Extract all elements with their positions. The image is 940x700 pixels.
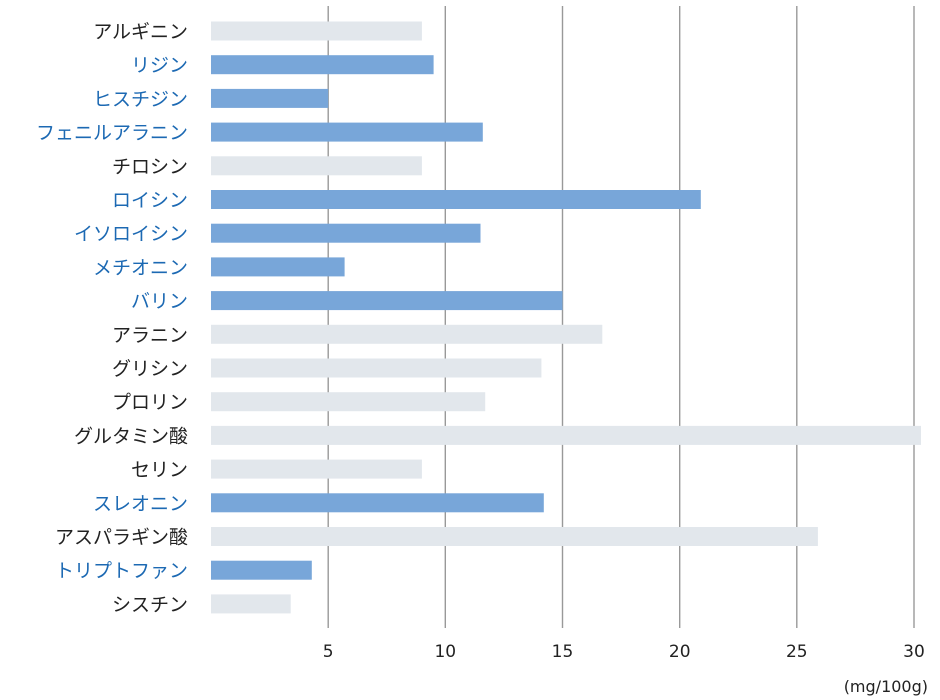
- bar-2: [211, 88, 329, 108]
- category-label-14: スレオニン: [93, 493, 188, 515]
- category-label-17: シスチン: [112, 594, 188, 616]
- bar-6: [211, 223, 481, 243]
- category-label-10: グリシン: [112, 358, 188, 380]
- x-axis-unit-label: (mg/100g): [844, 677, 928, 696]
- category-label-0: アルギニン: [93, 21, 188, 43]
- bar-13: [211, 459, 422, 479]
- bar-9: [211, 324, 603, 344]
- category-label-8: バリン: [131, 291, 188, 313]
- bar-15: [211, 527, 818, 546]
- x-tick-label-5: 5: [323, 642, 334, 662]
- category-label-5: ロイシン: [112, 190, 188, 212]
- category-label-7: メチオニン: [93, 257, 188, 279]
- x-tick-label-10: 10: [434, 642, 456, 662]
- grid-lines: [327, 6, 915, 628]
- category-label-3: フェニルアラニン: [36, 122, 188, 144]
- x-axis-ticks: 5 10 15 20 25 30: [323, 642, 925, 662]
- bar-14: [211, 493, 544, 513]
- bar-17: [211, 594, 291, 614]
- category-label-15: アスパラギン酸: [55, 527, 188, 549]
- bars: [211, 21, 921, 614]
- category-label-1: リジン: [131, 55, 188, 77]
- category-label-13: セリン: [131, 459, 188, 481]
- bar-3: [211, 122, 483, 142]
- x-tick-label-30: 30: [903, 642, 925, 662]
- x-tick-label-25: 25: [786, 642, 808, 662]
- category-label-6: イソロイシン: [74, 223, 188, 245]
- category-label-9: アラニン: [112, 324, 188, 346]
- bar-10: [211, 358, 542, 378]
- bar-16: [211, 560, 312, 580]
- bar-0: [211, 21, 422, 41]
- bar-5: [211, 190, 701, 209]
- category-label-16: トリプトファン: [55, 560, 188, 582]
- bar-8: [211, 291, 563, 311]
- bar-12: [211, 425, 921, 445]
- bar-7: [211, 257, 345, 277]
- category-label-4: チロシン: [112, 156, 188, 178]
- category-label-2: ヒスチジン: [93, 88, 188, 110]
- category-labels: アルギニンリジンヒスチジンフェニルアラニンチロシンロイシンイソロイシンメチオニン…: [36, 21, 188, 616]
- bar-11: [211, 392, 486, 412]
- category-label-12: グルタミン酸: [74, 425, 188, 447]
- bar-4: [211, 156, 422, 176]
- x-tick-label-15: 15: [552, 642, 574, 662]
- x-tick-label-20: 20: [669, 642, 691, 662]
- bar-1: [211, 55, 434, 75]
- category-label-11: プロリン: [112, 392, 188, 414]
